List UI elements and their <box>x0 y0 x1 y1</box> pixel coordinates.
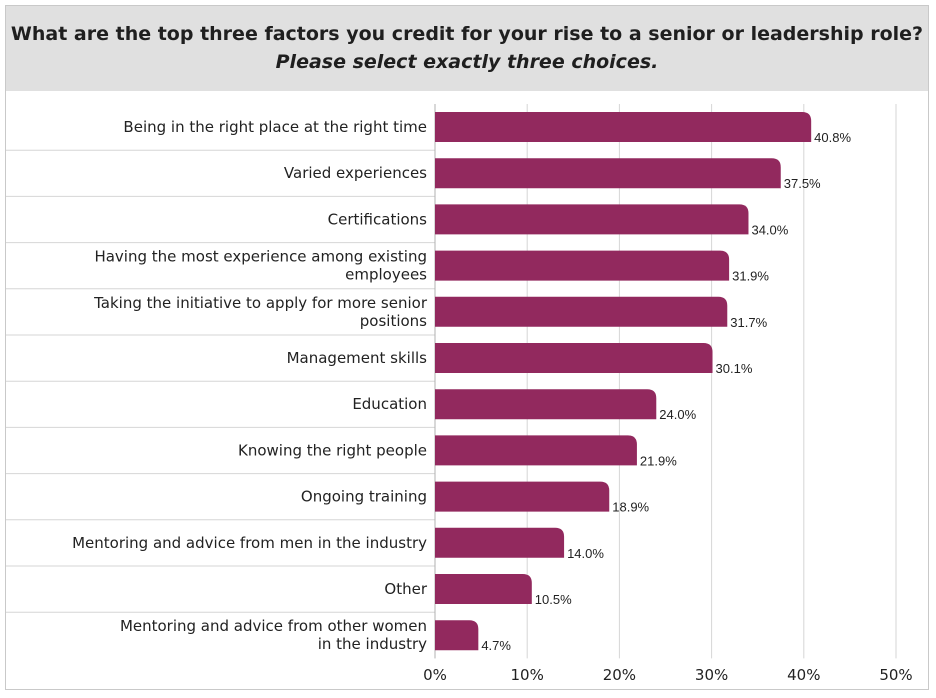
bar <box>435 158 781 189</box>
x-tick-label: 20% <box>603 666 636 684</box>
x-tick-label: 0% <box>423 666 447 684</box>
data-label: 34.0% <box>751 222 788 237</box>
bar-chart: 40.8% Being in the right place at the rig… <box>6 104 913 684</box>
category-label: in the industry <box>318 635 427 653</box>
category-label: Mentoring and advice from other women <box>120 617 427 635</box>
category-label: Education <box>352 395 427 413</box>
bar <box>435 574 532 604</box>
x-tick-label: 30% <box>695 666 728 684</box>
data-label: 24.0% <box>659 407 696 422</box>
chart-subtitle: Please select exactly three choices. <box>275 51 659 73</box>
category-label: Varied experiences <box>284 164 427 182</box>
category-label: Management skills <box>287 349 428 367</box>
category-label: Having the most experience among existin… <box>94 248 427 266</box>
bar <box>435 389 657 420</box>
data-label: 31.7% <box>730 315 767 330</box>
chart-frame: What are the top three factors you credi… <box>5 5 929 690</box>
data-label: 10.5% <box>535 592 572 607</box>
data-label: 14.0% <box>567 546 604 561</box>
bar <box>435 343 713 373</box>
data-label: 31.9% <box>732 269 769 284</box>
chart-title: What are the top three factors you credi… <box>10 23 924 45</box>
x-tick-label: 50% <box>879 666 912 684</box>
bar <box>435 204 749 235</box>
category-label: Certifications <box>328 210 428 228</box>
bar <box>435 527 565 558</box>
bar <box>435 250 730 281</box>
data-label: 4.7% <box>481 638 511 653</box>
category-label: employees <box>345 266 427 284</box>
data-label: 30.1% <box>716 361 753 376</box>
bar <box>435 481 610 512</box>
data-label: 37.5% <box>784 176 821 191</box>
category-label: Mentoring and advice from men in the ind… <box>72 534 427 552</box>
data-label: 40.8% <box>814 130 851 145</box>
category-label: Ongoing training <box>301 488 427 506</box>
chart-header: What are the top three factors you credi… <box>6 6 928 91</box>
category-label: Taking the initiative to apply for more … <box>93 294 428 312</box>
x-tick-label: 40% <box>787 666 820 684</box>
data-label: 18.9% <box>612 500 649 515</box>
category-label: Knowing the right people <box>238 441 427 459</box>
category-label: positions <box>360 312 427 330</box>
category-label: Being in the right place at the right ti… <box>123 118 427 136</box>
category-label: Other <box>384 580 427 598</box>
bar <box>435 435 637 466</box>
x-tick-label: 10% <box>511 666 544 684</box>
bar <box>435 296 728 327</box>
bar <box>435 112 812 142</box>
bar <box>435 620 479 651</box>
data-label: 21.9% <box>640 453 677 468</box>
